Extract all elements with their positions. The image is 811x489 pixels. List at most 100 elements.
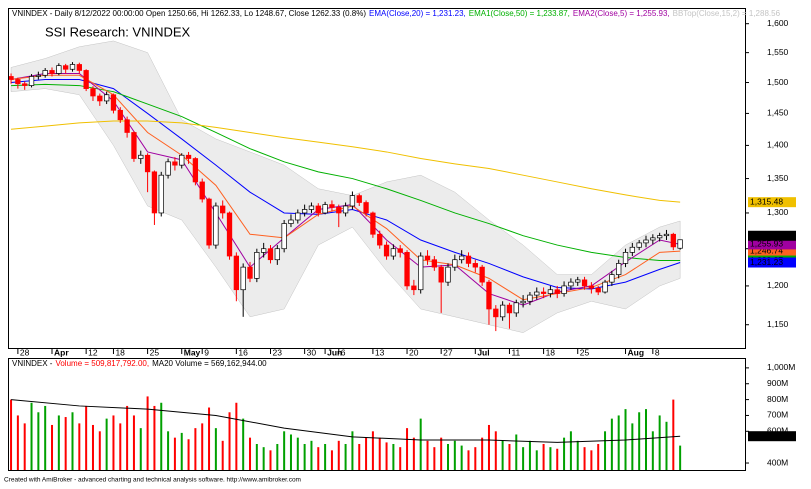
volume-bar <box>631 423 634 470</box>
volume-bar <box>604 431 607 470</box>
volume-bar <box>426 440 429 470</box>
volume-bar <box>51 424 54 470</box>
volume-bar <box>310 440 313 470</box>
volume-bar <box>249 437 252 470</box>
volume-bar <box>303 443 306 470</box>
candle-body <box>506 304 513 314</box>
x-tick-label: May <box>184 347 201 357</box>
candle-body <box>90 88 96 97</box>
legend-entry: BBTop(Close,15,2) = 1,288.56 <box>673 9 781 18</box>
volume-bar <box>173 437 176 470</box>
candle-body <box>397 248 403 253</box>
candle-body <box>438 266 444 283</box>
candle-body <box>404 252 410 287</box>
value-box <box>748 239 796 250</box>
x-tick-label: 8 <box>655 347 660 357</box>
x-tick-label: 27 <box>443 347 453 357</box>
candle-body <box>411 285 417 291</box>
volume-bar <box>672 399 675 470</box>
volume-bar <box>467 450 470 470</box>
legend-entry: EMA2(Close,5) = 1,255.93, <box>573 9 670 18</box>
volume-bar <box>119 423 122 470</box>
value-label: 569,162, <box>750 430 783 440</box>
y-tick-label: 1,350 <box>767 173 789 183</box>
volume-bar <box>392 443 395 470</box>
volume-bar <box>515 434 518 470</box>
x-tick-label: 18 <box>115 347 125 357</box>
volume-bar <box>638 412 641 470</box>
volume-bar <box>187 439 190 470</box>
volume-bar <box>180 432 183 470</box>
candle-body <box>540 291 547 294</box>
y-tick-label: 400M <box>767 457 788 467</box>
indicator-line <box>11 83 681 262</box>
y-tick-label: 1,300 <box>767 207 789 217</box>
candle-body <box>254 252 260 279</box>
volume-bar <box>358 443 361 470</box>
volume-bar <box>433 447 436 470</box>
x-tick-label: 20 <box>409 347 419 357</box>
candle-body <box>322 204 328 214</box>
y-tick-label: 900M <box>767 378 788 388</box>
volume-bar <box>98 431 101 470</box>
x-tick-label: 13 <box>375 347 385 357</box>
candle-body <box>465 255 472 264</box>
y-tick-label: 1,150 <box>767 319 789 329</box>
candle-body <box>158 174 164 214</box>
legend-entry: EMA1(Close,50) = 1,233.87, <box>469 9 570 18</box>
candle-body <box>124 119 130 133</box>
x-tick-label: 23 <box>272 347 282 357</box>
candle-body <box>349 195 356 207</box>
volume-bar <box>378 437 381 470</box>
candle-body <box>49 70 55 74</box>
candle-body <box>650 237 656 241</box>
candle-body <box>602 281 608 293</box>
candle-body <box>418 255 424 291</box>
y-tick-label: 600M <box>767 426 788 436</box>
candle-body <box>295 212 301 221</box>
candle-body <box>356 195 362 203</box>
candle-body <box>370 212 376 235</box>
volume-bar <box>569 431 572 470</box>
volume-bar <box>563 437 566 470</box>
candle-body <box>35 74 42 77</box>
x-tick-label: 25 <box>150 347 160 357</box>
candle-body <box>138 154 144 159</box>
candle-body <box>520 300 526 304</box>
candle-body <box>568 281 574 287</box>
candle-body <box>609 274 615 283</box>
volume-bar <box>23 423 26 470</box>
volume-bar <box>57 415 60 470</box>
volume-bar <box>317 447 320 470</box>
candle-body <box>431 259 438 268</box>
x-tick-label: 9 <box>204 347 209 357</box>
volume-bar <box>262 447 265 470</box>
candle-body <box>165 161 171 176</box>
candle-body <box>657 235 663 239</box>
volume-bar <box>344 443 347 470</box>
volume-bar <box>419 418 422 470</box>
volume-bar <box>91 424 94 470</box>
candle-body <box>8 76 14 80</box>
legend-entry: Volume = 509,817,792.00, <box>55 359 149 368</box>
volume-bar <box>460 445 463 470</box>
y-tick-label: 1,400 <box>767 140 789 150</box>
volume-bar <box>64 417 67 470</box>
volume-bar <box>153 405 156 470</box>
candle-body <box>452 259 458 268</box>
candle-body <box>69 64 76 70</box>
volume-bar <box>337 440 340 470</box>
candle-body <box>110 94 117 111</box>
candle-body <box>629 246 635 253</box>
volume-bar <box>453 440 456 470</box>
volume-bar <box>665 421 668 470</box>
candle-body <box>561 285 567 294</box>
value-label: 1,262.33 <box>750 230 783 240</box>
candle-body <box>377 233 383 246</box>
volume-bar <box>255 443 258 470</box>
candle-body <box>97 95 103 102</box>
candle-body <box>151 171 158 214</box>
volume-bar <box>522 447 525 470</box>
volume-bar <box>597 443 600 470</box>
